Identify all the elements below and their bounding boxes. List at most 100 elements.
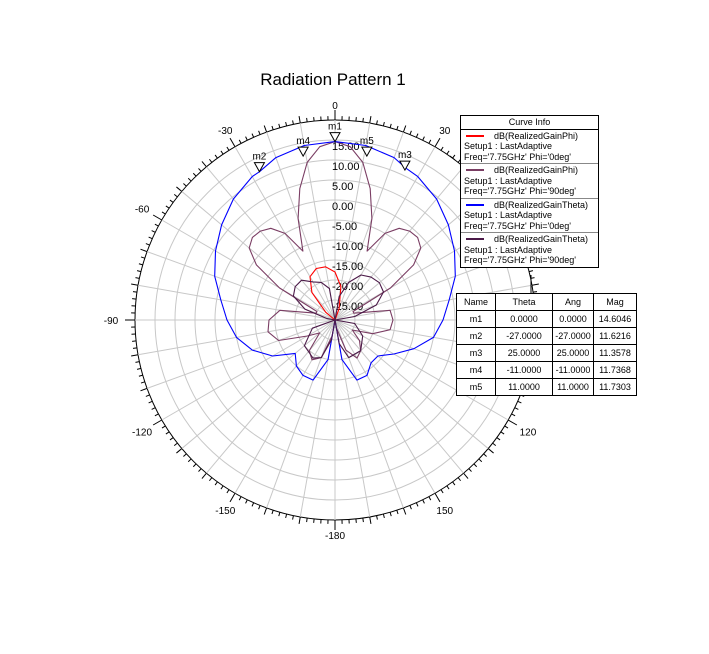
angle-tick xyxy=(229,137,236,148)
angle-tick xyxy=(514,407,519,410)
angle-tick xyxy=(173,442,178,446)
chart-title: Radiation Pattern 1 xyxy=(260,70,406,89)
angle-tick xyxy=(422,136,425,141)
table-cell: -27.0000 xyxy=(495,327,553,345)
legend-series-name: dB(RealizedGainTheta) xyxy=(494,199,589,210)
angle-tick xyxy=(271,510,274,515)
grid-spoke xyxy=(181,319,336,449)
angle-tick xyxy=(245,499,248,504)
angle-tick xyxy=(209,477,213,482)
angle-tick xyxy=(154,413,159,417)
table-cell: 14.6046 xyxy=(593,310,637,328)
grid-spoke xyxy=(266,131,336,321)
radial-tick-label: 5.00 xyxy=(332,181,353,193)
angle-tick xyxy=(422,499,425,504)
angle-tick xyxy=(131,354,139,357)
angle-tick xyxy=(306,517,308,523)
legend-entry: dB(RealizedGainPhi) Setup1 : LastAdaptiv… xyxy=(461,130,598,164)
legend-setup: Setup1 : LastAdaptive xyxy=(464,141,553,151)
table-row: m5 11.0000 11.0000 11.7303 xyxy=(456,378,637,396)
angle-tick xyxy=(278,123,281,128)
table-cell: 11.6216 xyxy=(593,327,637,345)
angle-tick xyxy=(271,125,274,130)
angle-tick xyxy=(409,130,412,135)
legend-params: Freq='7.75GHz' Phi='90deg' xyxy=(464,186,576,196)
angle-tick xyxy=(362,517,364,523)
table-cell: 11.0000 xyxy=(495,378,553,396)
marker-triangle xyxy=(253,162,266,173)
angle-tick xyxy=(161,211,166,215)
angle-tick-label: -180 xyxy=(325,531,345,542)
angle-tick xyxy=(165,431,170,435)
angle-tick xyxy=(396,125,399,130)
table-row: m2 -27.0000 -27.0000 11.6216 xyxy=(456,327,637,345)
angle-tick xyxy=(145,243,150,246)
angle-tick xyxy=(151,407,156,410)
angle-tick xyxy=(169,199,174,203)
angle-tick xyxy=(409,505,412,510)
angle-tick-label: 0 xyxy=(332,101,338,112)
angle-tick xyxy=(463,472,469,479)
angle-tick xyxy=(192,463,197,468)
angle-tick xyxy=(135,361,140,363)
legend-setup: Setup1 : LastAdaptive xyxy=(464,244,553,255)
angle-tick xyxy=(292,120,294,125)
angle-tick xyxy=(132,291,138,293)
angle-tick xyxy=(434,492,441,503)
radial-tick-label: -5.00 xyxy=(332,221,357,233)
angle-tick xyxy=(517,400,522,404)
angle-tick xyxy=(389,123,392,128)
angle-tick xyxy=(132,347,138,349)
angle-tick xyxy=(251,502,255,507)
angle-tick xyxy=(487,448,494,454)
marker-table: Name Theta Ang Mag m1 0.0000 0.0000 14.6046 m2-… xyxy=(456,293,637,396)
angle-tick xyxy=(457,477,461,482)
marker-label: m3 xyxy=(398,150,412,161)
legend-connector xyxy=(449,155,456,161)
angle-tick xyxy=(258,505,261,510)
angle-tick xyxy=(220,485,224,490)
angle-tick xyxy=(428,139,432,144)
angle-tick xyxy=(226,489,230,494)
angle-tick xyxy=(473,463,478,468)
angle-tick xyxy=(468,468,472,472)
angle-tick xyxy=(173,194,178,198)
angle-tick xyxy=(402,125,407,133)
table-cell: -11.0000 xyxy=(552,361,594,379)
angle-tick xyxy=(446,150,450,155)
angle-tick xyxy=(138,374,143,377)
angle-tick xyxy=(285,513,288,519)
table-cell: -11.0000 xyxy=(495,361,553,379)
angle-tick xyxy=(396,510,399,515)
table-cell: 11.0000 xyxy=(552,378,594,396)
table-cell: 0.0000 xyxy=(552,310,594,328)
angle-tick-label: 150 xyxy=(436,506,453,517)
angle-tick xyxy=(238,496,242,501)
table-cell: 0.0000 xyxy=(495,310,553,328)
angle-tick xyxy=(376,120,378,125)
table-header: Ang xyxy=(552,293,594,311)
angle-tick xyxy=(220,150,224,155)
angle-tick xyxy=(376,515,378,520)
angle-tick xyxy=(209,158,213,163)
grid-spoke xyxy=(334,319,436,494)
angle-tick-label: -90 xyxy=(104,316,119,327)
grid-spoke xyxy=(181,191,336,321)
legend-title: Curve Info xyxy=(461,116,598,130)
angle-tick xyxy=(440,489,444,494)
table-cell: 25.0000 xyxy=(552,344,594,362)
angle-tick xyxy=(214,154,218,159)
grid-spoke xyxy=(334,319,489,449)
legend-series-name: dB(RealizedGainPhi) xyxy=(494,130,579,141)
angle-tick xyxy=(492,442,497,446)
angle-tick xyxy=(229,492,236,503)
angle-tick xyxy=(165,205,170,209)
radial-tick-label: -20.00 xyxy=(332,281,363,293)
table-cell: m1 xyxy=(456,310,496,328)
angle-tick xyxy=(504,425,509,429)
marker-triangle xyxy=(329,132,341,143)
legend-setup: Setup1 : LastAdaptive xyxy=(464,210,553,220)
table-header: Theta xyxy=(495,293,553,311)
angle-tick xyxy=(428,496,432,501)
marker-label: m1 xyxy=(328,122,342,133)
